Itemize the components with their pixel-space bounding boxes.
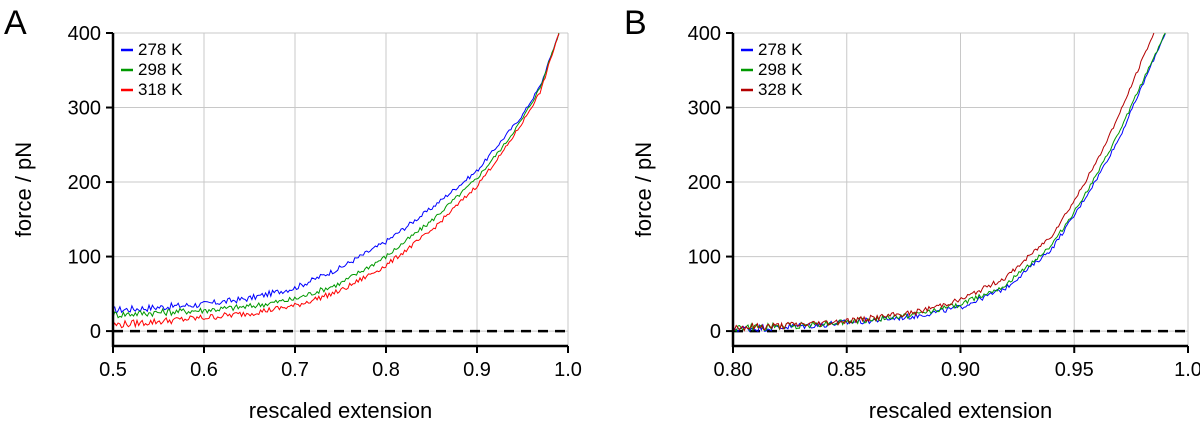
panel-letter-b: B (624, 4, 647, 42)
y-tick-label: 100 (68, 247, 101, 269)
x-tick-label: 0.7 (281, 359, 309, 381)
series-line-298k (112, 32, 560, 319)
y-tick-label: 0 (90, 321, 101, 343)
y-tick-label: 300 (68, 98, 101, 120)
x-tick-label: 0.5 (99, 359, 127, 381)
panel-a: 0.5 0.6 0.7 0.8 0.9 1.0 0 100 200 300 400 rescaled … (11, 23, 582, 423)
x-tick-label: 0.8 (372, 359, 400, 381)
y-tick-label: 0 (710, 321, 721, 343)
series-line-318k (112, 33, 560, 329)
legend-label: 298 K (758, 60, 803, 79)
series-line-278k (112, 34, 560, 315)
x-tick-label: 0.80 (714, 359, 753, 381)
x-axis-title: rescaled extension (869, 398, 1052, 423)
x-tick-label: 0.95 (1055, 359, 1094, 381)
series-line-328k (732, 32, 1155, 332)
legend-label: 318 K (138, 80, 183, 99)
y-tick-label: 400 (688, 23, 721, 45)
y-tick-label: 100 (688, 247, 721, 269)
y-axis-title: force / pN (11, 142, 36, 237)
legend-label: 328 K (758, 80, 803, 99)
x-tick-label: 1.0 (554, 359, 582, 381)
y-tick-label: 200 (688, 172, 721, 194)
legend-label: 298 K (138, 60, 183, 79)
y-tick-label: 400 (68, 23, 101, 45)
x-tick-label: 0.6 (190, 359, 218, 381)
x-tick-label: 1.0 (1174, 359, 1200, 381)
series-line-278k (732, 33, 1166, 333)
x-axis-title: rescaled extension (249, 398, 432, 423)
y-axis-title: force / pN (631, 142, 656, 237)
y-tick-label: 300 (688, 98, 721, 120)
legend-label: 278 K (138, 40, 183, 59)
x-tick-label: 0.85 (827, 359, 866, 381)
panel-letter-a: A (4, 4, 27, 42)
legend-label: 278 K (758, 40, 803, 59)
x-tick-label: 0.90 (941, 359, 980, 381)
x-tick-label: 0.9 (463, 359, 491, 381)
y-tick-label: 200 (68, 172, 101, 194)
panel-b: 0.80 0.85 0.90 0.95 1.0 0 100 200 300 400 rescaled… (631, 23, 1200, 423)
